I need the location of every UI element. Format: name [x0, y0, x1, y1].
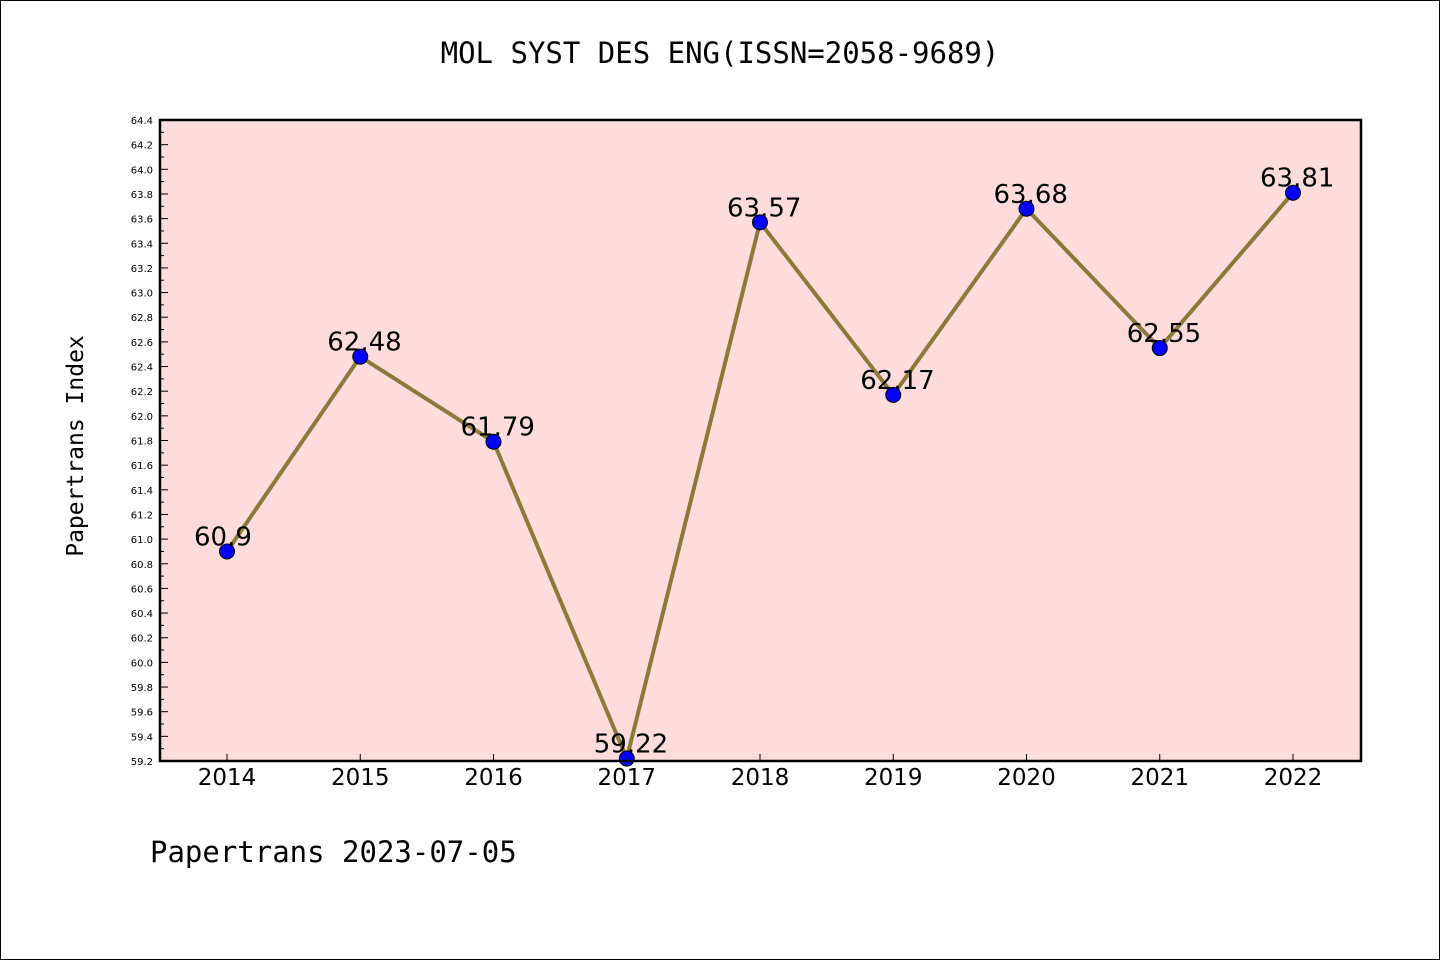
x-tick-label: 2014 [198, 765, 257, 791]
y-tick-label: 60.0 [131, 658, 153, 669]
y-tick-label: 60.6 [131, 584, 153, 595]
data-point-marker [1285, 184, 1301, 201]
y-tick-label: 62.0 [131, 412, 153, 423]
y-tick-label: 60.2 [131, 634, 153, 645]
data-point-marker [352, 348, 369, 365]
data-point-marker [1151, 340, 1168, 357]
data-label: 62.17 [860, 366, 934, 396]
data-point-marker [618, 750, 635, 767]
y-tick-label: 59.6 [131, 708, 153, 719]
x-tick-label: 2021 [1130, 765, 1189, 791]
data-label: 62.48 [327, 328, 401, 358]
y-tick-label: 61.8 [131, 437, 153, 448]
data-point-marker [1018, 200, 1035, 217]
y-tick-label: 63.8 [131, 190, 153, 201]
data-point-marker [219, 543, 235, 560]
y-tick-label: 63.0 [131, 289, 153, 300]
footer-caption: Papertrans 2023-07-05 [150, 835, 517, 869]
y-tick-label: 62.6 [131, 338, 153, 349]
y-tick-label: 62.4 [131, 363, 153, 374]
data-point-marker [885, 386, 902, 403]
y-tick-label: 62.2 [131, 387, 153, 398]
y-tick-label: 59.8 [131, 683, 153, 694]
y-tick-label: 59.2 [131, 757, 153, 768]
y-tick-label: 61.6 [131, 461, 153, 472]
data-label: 61.79 [461, 413, 535, 443]
data-label: 63.81 [1260, 164, 1334, 194]
x-tick-label: 2022 [1264, 765, 1323, 791]
y-tick-label: 60.4 [131, 609, 153, 620]
y-tick-label: 64.2 [131, 141, 153, 152]
plot-border [158, 118, 1363, 763]
data-label: 60.9 [194, 522, 252, 552]
data-label: 63.68 [994, 180, 1068, 210]
y-tick-label: 60.8 [131, 560, 153, 571]
x-tick-label: 2017 [597, 765, 656, 791]
y-tick-label: 61.2 [131, 510, 153, 521]
data-point-marker [752, 214, 768, 231]
y-tick-label: 59.4 [131, 732, 153, 743]
x-tick-label: 2018 [731, 765, 790, 791]
y-tick-label: 63.6 [131, 215, 153, 226]
y-tick-label: 61.4 [131, 486, 153, 497]
y-tick-label: 64.0 [131, 165, 153, 176]
y-tick-label: 63.4 [131, 239, 153, 250]
x-tick-label: 2016 [464, 765, 523, 791]
y-tick-label: 61.0 [131, 535, 153, 546]
data-label: 62.55 [1127, 319, 1201, 349]
y-tick-label: 62.8 [131, 313, 153, 324]
data-label: 59.22 [594, 730, 668, 760]
y-tick-label: 64.4 [131, 116, 153, 127]
x-tick-label: 2019 [864, 765, 923, 791]
data-point-marker [485, 433, 502, 450]
x-tick-label: 2015 [331, 765, 390, 791]
chart-title: MOL SYST DES ENG(ISSN=2058-9689) [440, 36, 1000, 70]
x-tick-label: 2020 [997, 765, 1056, 791]
y-tick-label: 63.2 [131, 264, 153, 275]
data-label: 63.57 [727, 193, 801, 223]
